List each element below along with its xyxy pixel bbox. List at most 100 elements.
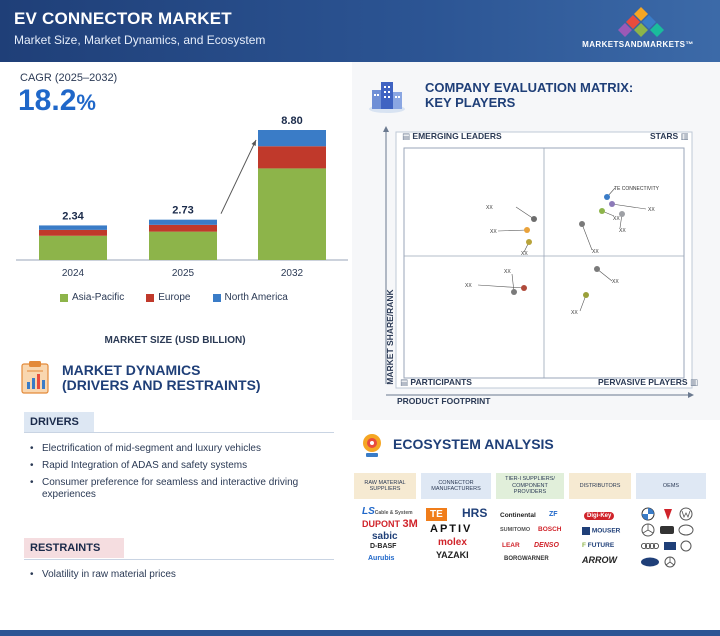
quadrant-label: STARS bbox=[650, 131, 679, 141]
legend-item-asia-pacific: Asia-Pacific bbox=[60, 292, 124, 303]
growth-arrow-line bbox=[220, 139, 257, 214]
cagr-label: CAGR (2025–2032) bbox=[20, 72, 118, 84]
brand-aurubis-logo: Aurubis bbox=[368, 555, 395, 562]
brand-future-logo: F FUTURE bbox=[582, 542, 615, 549]
bar-chart-mini-icon: ▥ bbox=[687, 377, 699, 387]
brand-hrs-logo: HRS bbox=[462, 506, 488, 520]
brand-zf-logo: ZF bbox=[549, 511, 558, 518]
driver-item: Electrification of mid-segment and luxur… bbox=[30, 443, 330, 455]
eco-column-oems: OEMS bbox=[636, 473, 706, 499]
brand-basf-logo: D-BASF bbox=[370, 543, 397, 550]
quadrant-label: PARTICIPANTS bbox=[410, 377, 472, 387]
page-title: EV CONNECTOR MARKET bbox=[14, 9, 232, 28]
footer-bar bbox=[0, 630, 720, 636]
page-subtitle: Market Size, Market Dynamics, and Ecosys… bbox=[14, 33, 266, 47]
brand-molex-logo: molex bbox=[438, 537, 467, 548]
x-tick-label-2024: 2024 bbox=[62, 268, 85, 279]
bar-total-label-2025: 2.73 bbox=[172, 205, 193, 217]
dynamics-title-line1: MARKET DYNAMICS bbox=[62, 362, 201, 378]
matrix-point bbox=[609, 201, 615, 207]
brand-continental-logo: Continental bbox=[500, 512, 536, 519]
drivers-list: Electrification of mid-segment and luxur… bbox=[30, 443, 330, 506]
brand-lear-logo: LEAR bbox=[502, 542, 520, 549]
legend-swatch-asia-pacific bbox=[60, 293, 68, 302]
x-tick-label-2025: 2025 bbox=[172, 268, 195, 279]
brand-arrow-logo: ARROW bbox=[582, 555, 617, 565]
matrix-point-label: XX bbox=[465, 283, 472, 289]
market-size-bar-chart: 2.34 2024 2.73 2025 8.80 2032 bbox=[16, 115, 348, 279]
brand-yazaki-logo: YAZAKI bbox=[436, 550, 469, 560]
matrix-point-label: XX bbox=[613, 216, 620, 222]
matrix-point-label: XX bbox=[486, 205, 493, 211]
restraint-item: Volatility in raw material prices bbox=[30, 569, 330, 581]
legend-swatch-north-america bbox=[212, 293, 221, 302]
bar-segment-2032-1 bbox=[258, 146, 326, 169]
logo-diamond-icon bbox=[618, 7, 664, 37]
brand-sumitomo-logo: SUMITOMO bbox=[500, 527, 531, 533]
cagr-number: 18.2 bbox=[18, 84, 77, 117]
quadrant-label: PERVASIVE PLAYERS bbox=[598, 377, 688, 387]
company-evaluation-matrix: TE CONNECTIVITY XX XX XX XX XX XX XX XX … bbox=[383, 126, 694, 398]
eco-column-tier-i-suppliers: TIER-I SUPPLIERS/ COMPONENT PROVIDERS bbox=[496, 473, 564, 499]
matrix-title: COMPANY EVALUATION MATRIX: KEY PLAYERS bbox=[425, 80, 633, 110]
kia-logo-icon bbox=[660, 526, 674, 534]
header-banner: EV CONNECTOR MARKET Market Size, Market … bbox=[0, 0, 720, 62]
chart-axis-title: MARKET SIZE (USD BILLION) bbox=[104, 335, 246, 346]
future-f-icon: F bbox=[582, 542, 586, 549]
restraints-label: RESTRAINTS bbox=[24, 538, 124, 558]
bar-segment-2024-0 bbox=[39, 235, 107, 260]
cagr-value: 18.2% bbox=[18, 84, 96, 118]
brand-dupont-logo: DUPONT 3M bbox=[362, 518, 418, 530]
brand-sabic-logo: sabic bbox=[372, 531, 398, 542]
quadrant-label: EMERGING LEADERS bbox=[412, 131, 502, 141]
dynamics-title-line2: (DRIVERS AND RESTRAINTS) bbox=[62, 377, 261, 393]
matrix-point-label: XX bbox=[504, 269, 511, 275]
brand-denso-logo: DENSO bbox=[534, 542, 559, 549]
restraints-divider bbox=[24, 559, 334, 560]
matrix-point-label: XX bbox=[648, 207, 655, 213]
bar-segment-2025-2 bbox=[149, 219, 217, 225]
legend-item-europe: Europe bbox=[146, 292, 191, 303]
matrix-point-te-connectivity bbox=[604, 194, 610, 200]
ecosystem-panel bbox=[352, 424, 720, 632]
matrix-quadrant-emerging-leaders: ▤ EMERGING LEADERS bbox=[402, 131, 502, 142]
bar-segment-2032-2 bbox=[258, 130, 326, 147]
ecosystem-title: ECOSYSTEM ANALYSIS bbox=[393, 436, 554, 452]
hyundai-logo-icon bbox=[664, 542, 676, 550]
matrix-point bbox=[521, 285, 527, 291]
legend-item-north-america: North America bbox=[212, 292, 288, 303]
bar-segment-2024-1 bbox=[39, 229, 107, 236]
matrix-point-label: XX bbox=[592, 249, 599, 255]
x-axis-arrow-icon bbox=[688, 392, 694, 398]
tesla-logo-icon bbox=[664, 509, 672, 520]
bar-segment-2025-0 bbox=[149, 231, 217, 260]
legend-label: Europe bbox=[158, 292, 191, 303]
bar-chart-mini-icon: ▤ bbox=[402, 131, 413, 141]
matrix-x-axis-title: PRODUCT FOOTPRINT bbox=[397, 396, 491, 406]
bar-chart-mini-icon: ▤ bbox=[400, 377, 411, 387]
bar-total-label-2032: 8.80 bbox=[281, 115, 302, 127]
matrix-point bbox=[594, 266, 600, 272]
matrix-point bbox=[526, 239, 532, 245]
bar-segment-2024-2 bbox=[39, 225, 107, 230]
marketsandmarkets-logo: MARKETSANDMARKETS™ bbox=[578, 6, 698, 56]
cagr-unit: % bbox=[76, 90, 96, 115]
volvo-logo-icon bbox=[680, 540, 692, 552]
buildings-icon bbox=[369, 82, 405, 113]
brand-mouser-logo: MOUSER bbox=[582, 527, 620, 535]
brand-ls-cable-logo: LSCable & System bbox=[362, 506, 413, 517]
matrix-title-line2: KEY PLAYERS bbox=[425, 95, 516, 110]
drivers-divider bbox=[24, 432, 334, 433]
ecosystem-globe-icon bbox=[363, 434, 381, 457]
bar-segment-2032-0 bbox=[258, 168, 326, 260]
legend-swatch-europe bbox=[146, 293, 155, 302]
te-connectivity-label: TE CONNECTIVITY bbox=[614, 186, 660, 192]
y-axis-arrow-icon bbox=[383, 126, 389, 132]
brand-te-logo: TE bbox=[426, 508, 447, 521]
brand-bosch-logo: BOSCH bbox=[538, 526, 562, 533]
bar-total-label-2024: 2.34 bbox=[62, 210, 84, 222]
dynamics-title: MARKET DYNAMICS (DRIVERS AND RESTRAINTS) bbox=[62, 363, 261, 393]
matrix-point-label: XX bbox=[571, 310, 578, 316]
clipboard-chart-icon bbox=[21, 361, 49, 394]
vw-logo-icon bbox=[679, 507, 693, 521]
